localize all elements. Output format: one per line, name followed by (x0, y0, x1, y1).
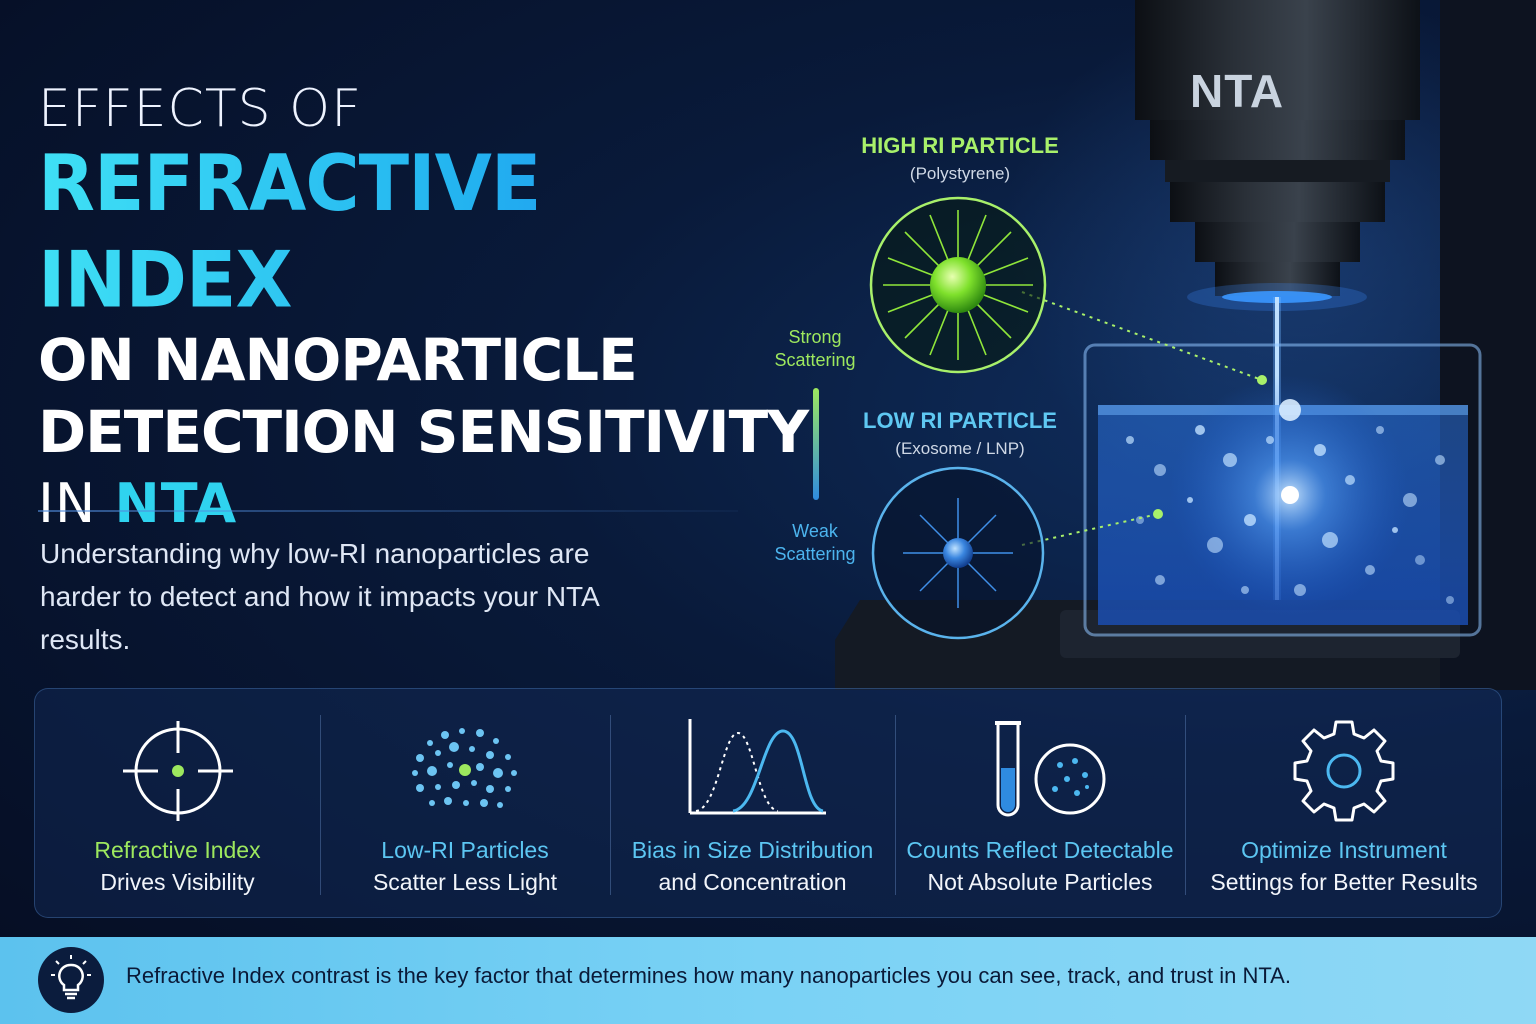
key-point-title: Refractive Index (94, 837, 261, 863)
title-line-2: REFRACTIVE INDEX (38, 135, 818, 328)
footer-message-emphasis: Refractive Index contrast (126, 963, 370, 988)
page-title: EFFECTS OF REFRACTIVE INDEX ON NANOPARTI… (38, 78, 818, 540)
key-point-title: Bias in Size Distribution (631, 837, 874, 863)
divider (895, 715, 896, 895)
key-point-text: Scatter Less Light (372, 869, 558, 895)
footer-message: Refractive Index contrast is the key fac… (126, 963, 1291, 989)
footer-banner: Refractive Index contrast is the key fac… (0, 937, 1536, 1024)
title-line-1: EFFECTS OF (38, 79, 362, 139)
key-point-title: Optimize Instrument (1241, 837, 1447, 863)
key-point-title: Counts Reflect Detectable (906, 837, 1174, 863)
key-point-text: Not Absolute Particles (927, 869, 1153, 895)
divider (610, 715, 611, 895)
key-point-text: Drives Visibility (100, 869, 255, 895)
key-point-3: Bias in Size Distribution and Concentrat… (610, 689, 895, 919)
strong-scattering-label: Strong Scattering (774, 327, 856, 370)
key-point-text: Settings for Better Results (1210, 869, 1478, 895)
instrument-label: NTA (1190, 65, 1285, 117)
lightbulb-icon (51, 955, 91, 1000)
weak-scattering-label: Weak Scattering (774, 521, 856, 564)
key-point-text: and Concentration (658, 869, 847, 895)
test-tube-icon (995, 721, 1106, 817)
key-point-title: Low-RI Particles (381, 837, 549, 863)
high-ri-label: HIGH RI PARTICLE (861, 133, 1059, 158)
subtitle: Understanding why low-RI nanoparticles a… (40, 538, 599, 655)
lightbulb-icon-badge (38, 947, 104, 1013)
title-line-4: DETECTION SENSITIVITY (38, 398, 809, 466)
title-line-5: IN NTA (38, 468, 818, 540)
high-ri-sublabel: (Polystyrene) (909, 164, 1011, 183)
title-line-5-prefix: IN (38, 472, 115, 535)
footer-message-rest: is the key factor that determines how ma… (369, 963, 1291, 988)
key-point-1: Refractive Index Drives Visibility (35, 689, 320, 919)
low-ri-sublabel: (Exosome / LNP) (895, 439, 1025, 458)
title-line-5-accent: NTA (114, 472, 238, 535)
crosshair-icon (122, 721, 233, 821)
key-point-4: Counts Reflect Detectable Not Absolute P… (895, 689, 1185, 919)
gear-icon (1293, 720, 1395, 822)
key-point-5: Optimize Instrument Settings for Better … (1185, 689, 1503, 919)
key-points-panel: Refractive Index Drives Visibility Low-R… (34, 688, 1502, 918)
low-ri-label: LOW RI PARTICLE (863, 408, 1057, 433)
particle-cloud-icon (412, 728, 517, 808)
title-line-3: ON NANOPARTICLE (38, 326, 638, 394)
divider (320, 715, 321, 895)
title-divider (38, 510, 738, 512)
distribution-curve-icon (688, 719, 826, 815)
key-point-2: Low-RI Particles Scatter Less Light (320, 689, 610, 919)
divider (1185, 715, 1186, 895)
